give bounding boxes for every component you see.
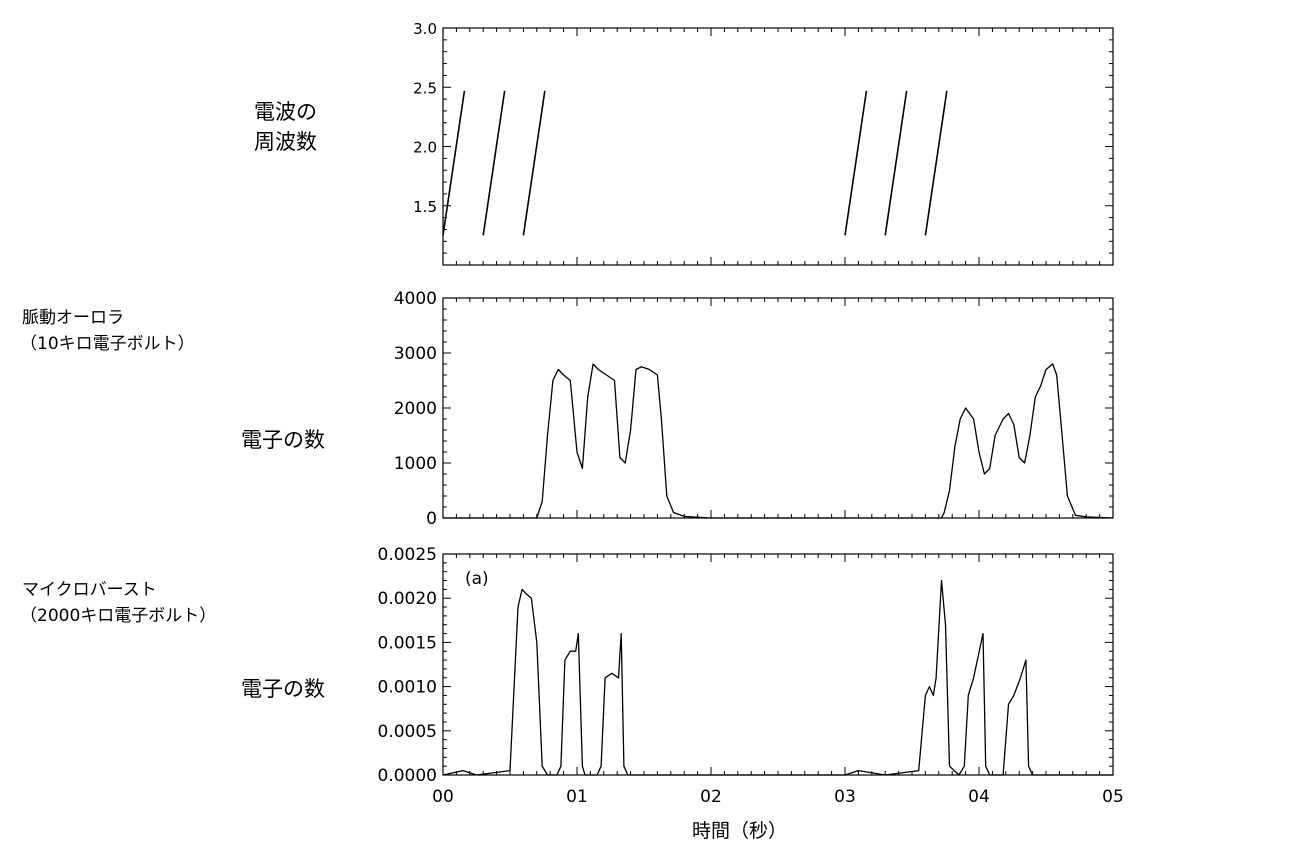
top-y-tick-label: 1.5 bbox=[413, 198, 437, 216]
bot-title-line2: （2000キロ電子ボルト） bbox=[20, 606, 217, 626]
top-y-tick-label: 2.5 bbox=[413, 79, 437, 97]
bottom-y-tick-label: 0.0020 bbox=[378, 589, 437, 609]
frequency-sweep-line bbox=[884, 90, 908, 236]
middle-y-tick-label: 3000 bbox=[394, 344, 437, 364]
frequency-sweep-line bbox=[442, 90, 466, 236]
bot-panel-title: マイクロバースト （2000キロ電子ボルト） bbox=[20, 577, 217, 629]
middle-y-tick-label: 1000 bbox=[394, 454, 437, 474]
mid-ylabel: 電子の数 bbox=[241, 428, 325, 452]
bottom-plot-frame bbox=[442, 553, 1114, 776]
bot-ylabel: 電子の数 bbox=[241, 677, 325, 701]
top-ylabel-line1: 電波の bbox=[254, 100, 317, 124]
frequency-sweep-line bbox=[482, 90, 506, 236]
x-tick-label: 05 bbox=[1102, 787, 1124, 807]
radio-frequency-panel: 1.5 2.0 2.5 3.0 bbox=[413, 20, 1114, 266]
mid-title-line2: （10キロ電子ボルト） bbox=[20, 334, 195, 354]
middle-electron-count-trace bbox=[443, 363, 1114, 519]
middle-y-tick-label: 0 bbox=[426, 509, 437, 529]
x-tick-label: 03 bbox=[834, 787, 856, 807]
bottom-y-tick-label: 0.0005 bbox=[378, 722, 437, 742]
top-y-tick-label: 2.0 bbox=[413, 139, 437, 157]
x-axis-label: 時間（秒） bbox=[692, 820, 788, 842]
frequency-sweep-line bbox=[844, 90, 868, 236]
frequency-sweep-line bbox=[522, 90, 546, 236]
panel-annotation: (a) bbox=[465, 569, 489, 589]
top-plot-frame bbox=[442, 27, 1114, 266]
mid-title-line1: 脈動オーロラ bbox=[22, 308, 124, 328]
x-tick-label: 00 bbox=[432, 787, 454, 807]
frequency-sweep-line bbox=[924, 90, 948, 236]
bottom-y-tick-label: 0.0015 bbox=[378, 633, 437, 653]
bottom-y-tick-label: 0.0025 bbox=[378, 545, 437, 565]
x-tick-label: 01 bbox=[566, 787, 588, 807]
pulsating-aurora-panel: 0 1000 2000 3000 4000 bbox=[394, 289, 1114, 529]
bot-title-line1: マイクロバースト bbox=[22, 580, 157, 600]
bottom-electron-count-trace bbox=[442, 579, 1113, 776]
top-ylabel: 電波の 周波数 bbox=[254, 97, 317, 157]
top-ylabel-line2: 周波数 bbox=[254, 130, 317, 154]
x-tick-label: 04 bbox=[968, 787, 990, 807]
middle-y-tick-label: 2000 bbox=[394, 399, 437, 419]
middle-y-tick-label: 4000 bbox=[394, 289, 437, 309]
bottom-y-tick-label: 0.0000 bbox=[378, 766, 437, 786]
bottom-y-tick-label: 0.0010 bbox=[378, 678, 437, 698]
microburst-panel: 0.0000 0.0005 0.0010 0.0015 0.0020 0.0025 00 01… bbox=[378, 545, 1124, 807]
mid-panel-title: 脈動オーロラ （10キロ電子ボルト） bbox=[20, 305, 195, 357]
top-y-tick-label: 3.0 bbox=[413, 20, 437, 38]
x-tick-label: 02 bbox=[700, 787, 722, 807]
